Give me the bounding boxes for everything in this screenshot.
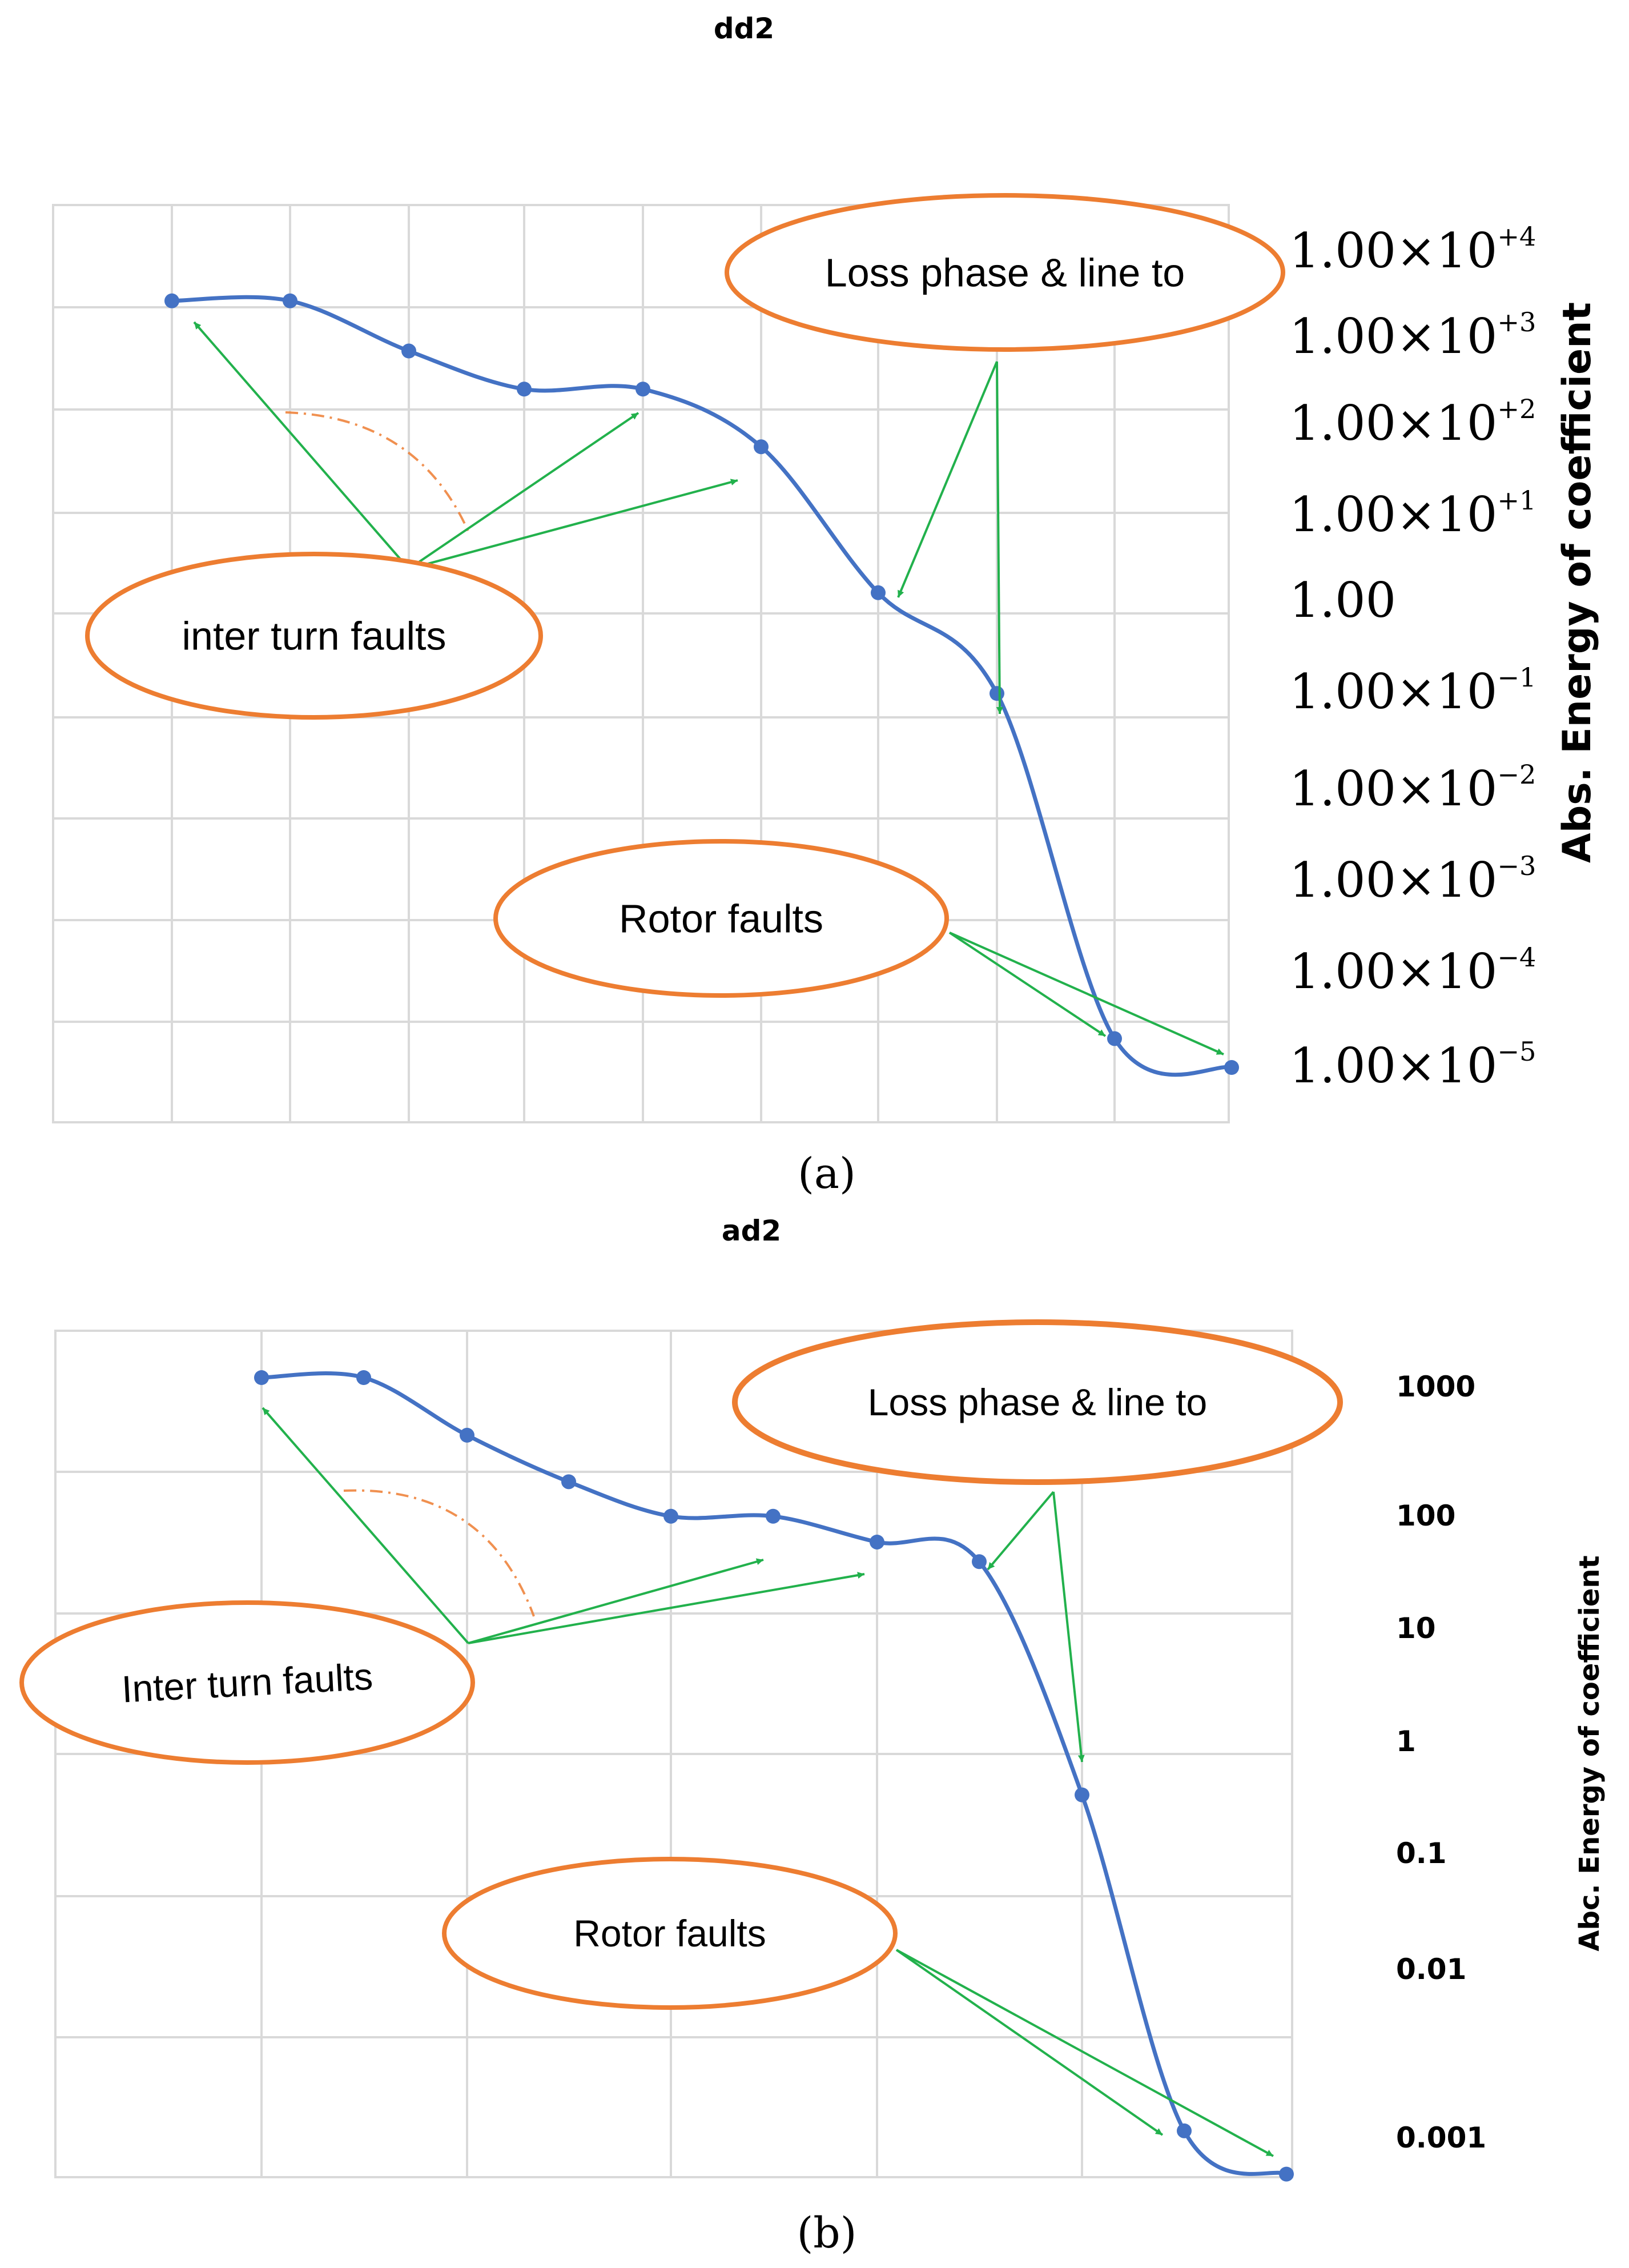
data-point — [1177, 2123, 1192, 2138]
annotation-arrow — [193, 321, 410, 570]
y-tick-label: 0.001 — [1396, 2121, 1486, 2154]
annotation-arrow — [408, 412, 639, 570]
data-point — [1279, 2166, 1294, 2182]
y-tick-label: 1.00×10−2 — [1289, 759, 1536, 817]
y-tick-exponent: +2 — [1497, 394, 1536, 424]
y-tick-exponent: −1 — [1497, 662, 1536, 693]
y-tick-label: 10 — [1396, 1612, 1436, 1645]
data-point — [754, 439, 769, 455]
annotation-arrow — [468, 1558, 764, 1644]
angle-arc — [285, 411, 469, 532]
chart-ad2: ad2 1000 100 10 1 0.1 0.01 0.001 Abc. Energy of … — [19, 1214, 1606, 2258]
y-tick-label: 1000 — [1396, 1370, 1475, 1403]
y-tick-label: 1.00×10−1 — [1289, 662, 1536, 720]
angle-arc — [343, 1489, 535, 1617]
annotation-loss-phase: Loss phase & line to — [725, 193, 1285, 352]
annotation-arrow — [987, 1491, 1055, 1571]
annotation-ellipse — [85, 552, 543, 720]
chart-dd2: dd21.00×10+41.00×10+31.00×10+21.00×10+11… — [52, 12, 1600, 1198]
annotation-arrows — [262, 1407, 1274, 2157]
data-point — [663, 1508, 678, 1524]
annotation-label: Rotor faults — [619, 897, 823, 941]
data-point — [990, 686, 1004, 701]
annotation-arrow — [408, 479, 738, 570]
data-point — [254, 1370, 269, 1385]
y-tick-exponent: +3 — [1497, 307, 1536, 338]
annotation-inter-turn: inter turn faults — [85, 552, 543, 720]
chart-caption: (b) — [797, 2209, 856, 2258]
y-axis-label: Abc. Energy of coefficient — [1574, 1555, 1606, 1951]
plot-frame — [52, 204, 1230, 1123]
y-tick-label: 1.00×10−4 — [1289, 942, 1536, 999]
data-point — [283, 293, 297, 308]
annotation-rotor: Rotor faults — [493, 839, 949, 998]
annotation-label: Loss phase & line to — [825, 251, 1185, 295]
data-point — [460, 1427, 474, 1443]
y-tick-label: 100 — [1396, 1499, 1455, 1532]
annotation-arrow — [949, 932, 1224, 1055]
annotation-arrow — [897, 361, 998, 598]
y-tick-exponent: −3 — [1497, 850, 1536, 881]
y-tick-label: 1.00×10+3 — [1289, 307, 1536, 364]
data-point — [164, 293, 179, 308]
y-axis-label: Abs. Energy of coefficient — [1555, 302, 1600, 863]
chart-caption: (a) — [798, 1149, 856, 1198]
data-point — [517, 382, 532, 397]
annotation-arrow — [468, 1572, 865, 1644]
y-tick-label: 1.00×10+1 — [1289, 485, 1536, 543]
annotation-arrow — [948, 932, 1107, 1037]
y-tick-label: 1.00×10+4 — [1289, 221, 1536, 279]
annotation-ellipse — [493, 839, 949, 998]
chart-title: ad2 — [722, 1214, 781, 1247]
y-tick-label: 1.00 — [1289, 572, 1396, 628]
data-point — [561, 1474, 576, 1490]
annotation-arrow — [996, 361, 1003, 714]
annotation-ellipse — [725, 193, 1285, 352]
annotation-loss-phase: Loss phase & line to — [732, 1319, 1343, 1485]
annotation-arrow — [262, 1407, 469, 1644]
data-point — [401, 343, 416, 359]
y-tick-exponent: +1 — [1497, 485, 1536, 516]
annotation-label: inter turn faults — [182, 614, 447, 659]
data-point — [356, 1370, 371, 1385]
annotation-rotor: Rotor faults — [442, 1857, 898, 2010]
annotation-ellipse — [19, 1600, 475, 1765]
y-tick-label: 0.01 — [1396, 1953, 1466, 1986]
chart-title: dd2 — [714, 12, 774, 45]
data-point — [1224, 1060, 1239, 1075]
y-tick-label: 1.00×10−5 — [1289, 1036, 1536, 1094]
annotation-ellipse — [732, 1319, 1343, 1485]
annotation-label: Rotor faults — [573, 1912, 766, 1954]
data-point — [1075, 1787, 1089, 1803]
annotation-ellipse — [442, 1857, 898, 2010]
y-tick-label: 1.00×10−3 — [1289, 850, 1536, 908]
y-tick-exponent: −2 — [1497, 759, 1536, 790]
annotation-arrow — [896, 1949, 1274, 2157]
annotation-arrow — [895, 1949, 1164, 2136]
annotation-label: Loss phase & line to — [868, 1381, 1207, 1423]
y-tick-exponent: −4 — [1497, 942, 1536, 973]
data-point — [766, 1508, 781, 1524]
data-point — [1107, 1031, 1122, 1046]
y-tick-labels: 1.00×10+4 1.00×10+3 1.00×10+2 1.00×10+1 1.00… — [1289, 221, 1536, 1094]
series-line — [261, 1371, 1288, 2176]
data-point — [871, 585, 886, 600]
data-point — [972, 1554, 987, 1569]
y-tick-labels: 1000 100 10 1 0.1 0.01 0.001 — [1396, 1370, 1486, 2154]
annotation-arrows — [193, 321, 1224, 1055]
y-tick-exponent: −5 — [1497, 1036, 1536, 1067]
data-point — [635, 382, 650, 397]
y-tick-label: 1 — [1396, 1725, 1416, 1758]
annotation-inter-turn: Inter turn faults — [19, 1600, 475, 1765]
y-tick-label: 0.1 — [1396, 1837, 1447, 1870]
y-tick-exponent: +4 — [1497, 221, 1536, 252]
y-tick-label: 1.00×10+2 — [1289, 394, 1536, 451]
annotation-arrow — [1052, 1491, 1085, 1763]
data-point — [870, 1534, 884, 1550]
